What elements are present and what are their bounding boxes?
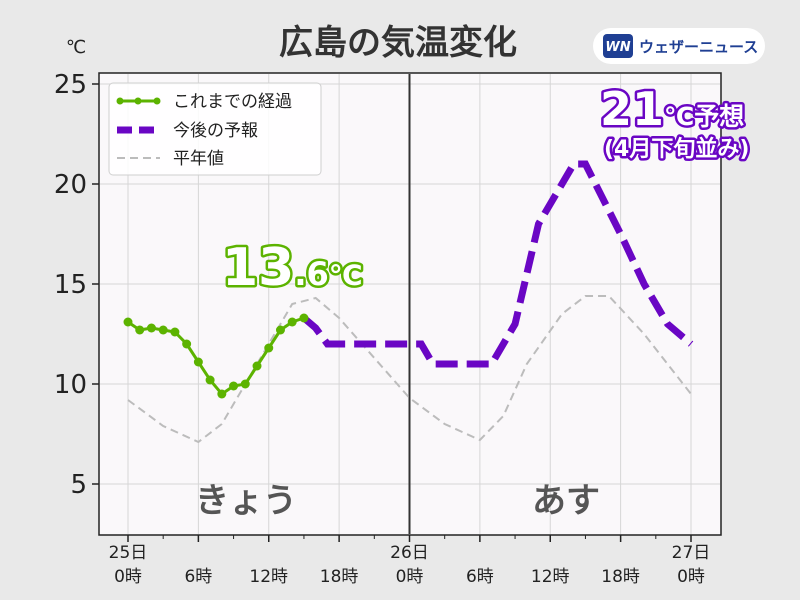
legend-box xyxy=(108,82,322,176)
observed-point-4 xyxy=(170,327,180,337)
legend-observed-marker-1 xyxy=(116,97,124,105)
legend-normal-label: 平年値 xyxy=(173,149,224,169)
legend: これまでの経過 今後の予報 平年値 xyxy=(108,82,322,176)
y-tick-label-1: 10 xyxy=(54,370,87,400)
series-observed-points xyxy=(123,313,309,399)
brand-logo: WN ウェザーニュース xyxy=(593,28,765,64)
legend-observed-label: これまでの経過 xyxy=(173,92,292,112)
current-temp-decimal: .6 xyxy=(294,255,328,293)
forecast-temp-annotation: 21℃予想 xyxy=(600,82,744,136)
observed-point-13 xyxy=(275,325,285,335)
observed-point-12 xyxy=(264,343,274,353)
series-normal-line xyxy=(127,295,692,444)
y-tick-label-3: 20 xyxy=(54,170,87,200)
logo-mark-box xyxy=(603,34,633,58)
forecast-temp-unit: ℃予想 xyxy=(664,102,744,131)
logo-pill xyxy=(593,28,765,64)
observed-point-2 xyxy=(146,323,156,333)
unit-label: ℃ xyxy=(66,37,86,58)
logo-mark: WN xyxy=(605,40,630,55)
x-axis: 25日 0時 6時 12時 18時 26日 0時 6時 12時 18時 27日 0時 xyxy=(109,535,711,587)
observed-point-11 xyxy=(252,361,262,371)
observed-point-8 xyxy=(217,389,227,399)
forecast-note: (4月下旬並み) xyxy=(604,136,749,162)
day-label-today: きょう xyxy=(195,481,297,521)
y-axis: 5 10 15 20 25 xyxy=(54,70,99,500)
x-tick-hour-2: 12時 xyxy=(249,567,288,587)
observed-point-10 xyxy=(240,379,250,389)
series-observed-line xyxy=(127,316,305,397)
observed-point-9 xyxy=(229,381,239,391)
x-tick-hour-1: 6時 xyxy=(184,567,212,587)
current-temp-annotation: 13.6℃ xyxy=(222,238,363,298)
y-tick-label-4: 25 xyxy=(54,70,87,100)
legend-observed-marker-2 xyxy=(134,97,142,105)
y-tick-label-2: 15 xyxy=(54,270,87,300)
x-tick-hour-5: 6時 xyxy=(466,567,494,587)
x-tick-hour-8: 0時 xyxy=(677,567,705,587)
observed-point-1 xyxy=(135,325,145,335)
x-tick-hour-7: 18時 xyxy=(601,567,640,587)
observed-point-7 xyxy=(205,375,215,385)
x-tick-hour-3: 18時 xyxy=(320,567,359,587)
chart-title: 広島の気温変化 xyxy=(279,23,517,63)
logo-text: ウェザーニュース xyxy=(639,38,758,56)
legend-forecast-label: 今後の予報 xyxy=(173,121,258,141)
x-tick-date-8: 27日 xyxy=(672,543,711,563)
observed-point-15 xyxy=(299,313,309,323)
forecast-temp-value: 21 xyxy=(600,82,664,136)
observed-point-0 xyxy=(123,317,133,327)
x-tick-hour-4: 0時 xyxy=(396,567,424,587)
series-forecast-line xyxy=(301,160,694,368)
day-label-tomorrow: あす xyxy=(532,481,600,521)
x-tick-hour-6: 12時 xyxy=(531,567,570,587)
current-temp-unit: ℃ xyxy=(329,259,363,292)
observed-point-5 xyxy=(182,339,192,349)
legend-observed-marker-3 xyxy=(153,97,161,105)
x-tick-hour-0: 0時 xyxy=(114,567,142,587)
observed-point-14 xyxy=(287,317,297,327)
observed-point-3 xyxy=(158,325,168,335)
x-tick-date-0: 25日 xyxy=(109,543,148,563)
x-tick-date-4: 26日 xyxy=(390,543,429,563)
y-tick-label-0: 5 xyxy=(70,470,87,500)
current-temp-value: 13 xyxy=(222,238,294,298)
observed-point-6 xyxy=(193,357,203,367)
